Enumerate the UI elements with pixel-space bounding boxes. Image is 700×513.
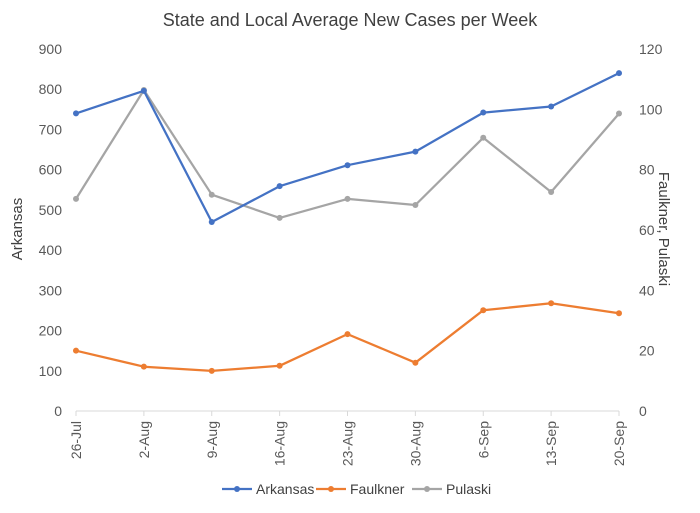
pulaski-data-point bbox=[480, 134, 487, 141]
right-axis-title: Faulkner, Pulaski bbox=[655, 172, 672, 286]
left-y-tick-label: 100 bbox=[39, 363, 63, 379]
pulaski-data-point bbox=[276, 214, 283, 221]
legend-item-arkansas: Arkansas bbox=[222, 481, 314, 497]
x-tick-label: 16-Aug bbox=[272, 421, 288, 466]
left-y-tick-label: 600 bbox=[39, 162, 63, 178]
left-y-tick-label: 0 bbox=[54, 403, 62, 419]
pulaski-data-point bbox=[616, 110, 622, 117]
x-tick-label: 26-Jul bbox=[68, 421, 84, 459]
legend-marker-pulaski bbox=[424, 486, 430, 492]
legend-item-faulkner: Faulkner bbox=[316, 481, 405, 497]
legend-label-faulkner: Faulkner bbox=[350, 481, 405, 497]
left-y-tick-label: 800 bbox=[39, 81, 63, 97]
legend-item-pulaski: Pulaski bbox=[412, 481, 491, 497]
faulkner-series-line bbox=[75, 302, 620, 373]
x-tick-label: 13-Sep bbox=[543, 421, 559, 466]
right-y-tick-label: 120 bbox=[639, 41, 663, 57]
faulkner-data-point bbox=[480, 307, 487, 314]
right-y-tick-label: 80 bbox=[639, 162, 655, 178]
legend-marker-faulkner bbox=[328, 486, 334, 492]
right-y-tick-label: 60 bbox=[639, 222, 655, 238]
arkansas-data-point bbox=[140, 87, 147, 94]
left-y-tick-label: 400 bbox=[39, 242, 63, 258]
arkansas-data-point bbox=[276, 183, 283, 190]
arkansas-data-point bbox=[412, 148, 419, 155]
right-y-tick-label: 0 bbox=[639, 403, 647, 419]
pulaski-data-point bbox=[208, 191, 215, 198]
arkansas-data-point bbox=[548, 103, 555, 110]
pulaski-data-point bbox=[73, 195, 79, 202]
x-tick-label: 6-Sep bbox=[475, 421, 491, 459]
faulkner-data-point bbox=[412, 359, 419, 366]
left-y-tick-label: 900 bbox=[39, 41, 63, 57]
arkansas-data-point bbox=[73, 110, 79, 117]
legend: Arkansas Faulkner Pulaski bbox=[222, 481, 491, 497]
x-tick-label: 30-Aug bbox=[407, 421, 423, 466]
right-y-tick-label: 20 bbox=[639, 343, 655, 359]
legend-marker-arkansas bbox=[234, 486, 240, 492]
arkansas-data-point bbox=[344, 162, 351, 169]
right-y-tick-label: 100 bbox=[639, 101, 663, 117]
x-tick-label: 2-Aug bbox=[136, 421, 152, 458]
faulkner-data-point bbox=[140, 363, 147, 370]
pulaski-data-point bbox=[548, 188, 555, 195]
pulaski-data-point bbox=[344, 195, 351, 202]
faulkner-data-point bbox=[344, 331, 351, 338]
faulkner-data-point bbox=[208, 367, 215, 374]
legend-label-arkansas: Arkansas bbox=[256, 481, 314, 497]
x-tick-label: 20-Sep bbox=[611, 421, 627, 466]
arkansas-data-point bbox=[208, 218, 215, 225]
chart-title: State and Local Average New Cases per We… bbox=[163, 10, 539, 30]
left-axis-title: Arkansas bbox=[9, 198, 26, 261]
left-y-tick-label: 200 bbox=[39, 323, 63, 339]
faulkner-data-point bbox=[548, 300, 555, 307]
faulkner-data-point bbox=[73, 347, 79, 354]
pulaski-data-point bbox=[412, 201, 419, 208]
arkansas-data-point bbox=[480, 109, 487, 116]
x-tick-label: 9-Aug bbox=[204, 421, 220, 458]
faulkner-data-point bbox=[616, 310, 622, 317]
left-y-tick-label: 500 bbox=[39, 202, 63, 218]
left-y-tick-label: 700 bbox=[39, 121, 63, 137]
arkansas-data-point bbox=[616, 70, 622, 77]
faulkner-data-point bbox=[276, 362, 283, 369]
axes-layer: 26-Jul 2-Aug 9-Aug 16-Aug 23-Aug 30-Aug 6-Sep 1… bbox=[39, 41, 663, 466]
legend-label-pulaski: Pulaski bbox=[446, 481, 491, 497]
left-y-tick-label: 300 bbox=[39, 282, 63, 298]
right-y-tick-label: 40 bbox=[639, 282, 655, 298]
x-tick-label: 23-Aug bbox=[340, 421, 356, 466]
series-layer bbox=[73, 70, 622, 374]
